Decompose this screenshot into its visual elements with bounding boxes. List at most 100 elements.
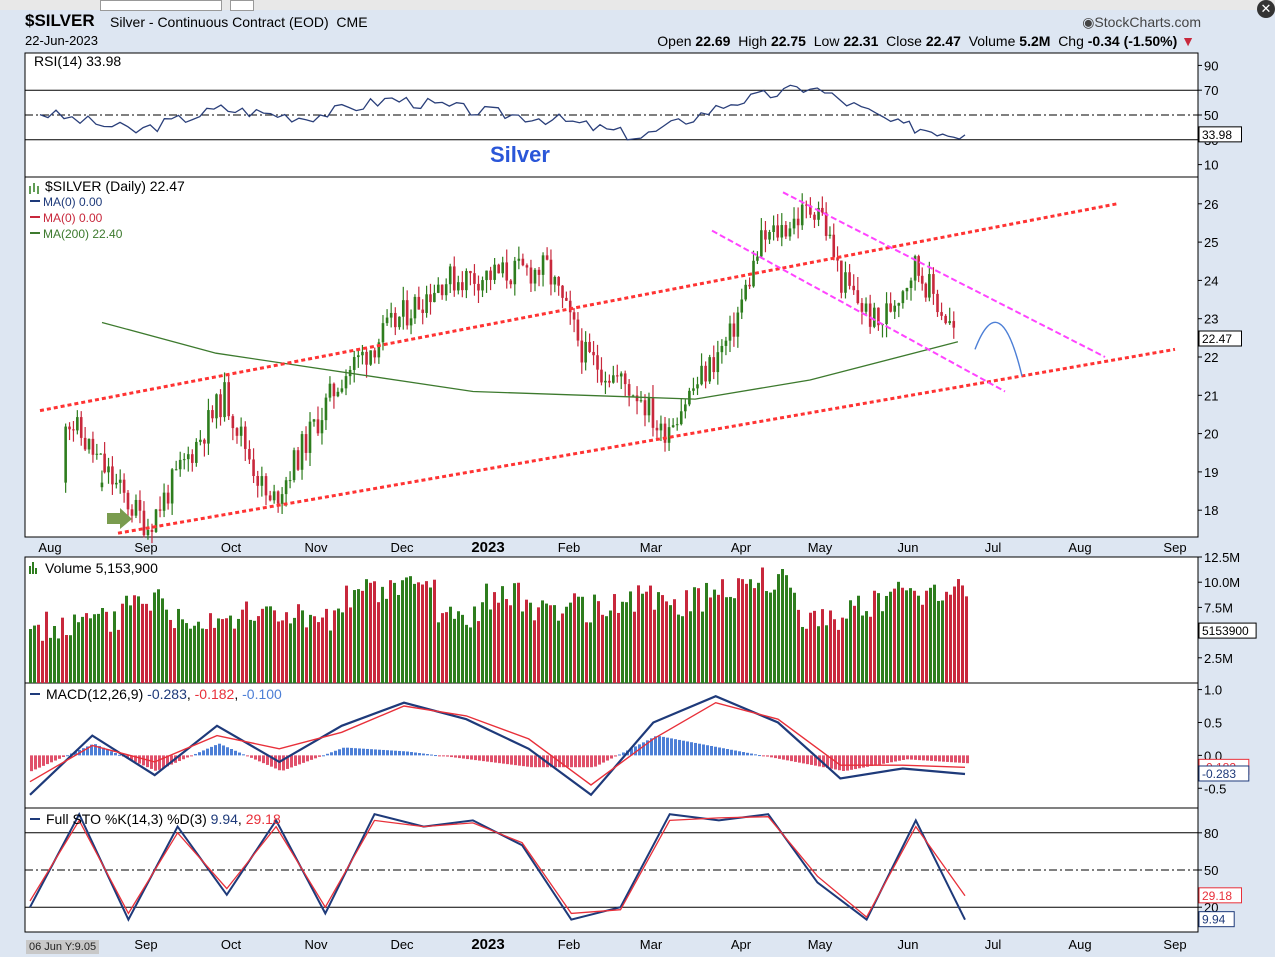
y-tick-label: 23 [1204,312,1218,327]
volume-bar [421,584,424,683]
macd-histogram-bar [894,755,897,762]
x-tick-label: Jun [898,937,919,952]
price-candle-body [146,529,150,536]
price-candle-body [864,303,868,312]
brand-label: ◉StockCharts.com [1082,14,1201,30]
macd-histogram-bar [630,748,633,756]
macd-histogram-bar [686,741,689,756]
x-tick-label: Sep [134,540,157,555]
macd-histogram-bar [870,755,873,767]
macd-legend-hist: -0.100 [242,686,282,702]
price-candle-body [134,499,138,516]
macd-histogram-bar [82,748,85,756]
price-candle-body [740,299,744,313]
macd-histogram-bar [738,751,741,756]
volume-bar [157,589,160,683]
y-tick-label: 7.5M [1204,600,1233,615]
x-tick-label: Oct [221,937,242,952]
close-icon[interactable]: ✕ [1257,0,1275,18]
price-candle-body [452,266,456,291]
price-candle-body [223,382,226,418]
macd-histogram-bar [430,754,433,756]
price-candle-body [557,276,560,286]
macd-histogram-bar [910,755,913,760]
volume-bar [813,610,816,683]
volume-bar [953,586,956,683]
price-candle-body [752,260,755,287]
macd-histogram-bar [422,753,425,756]
volume-bar [509,605,512,683]
volume-bar [37,624,40,683]
macd-histogram-bar [102,747,105,756]
macd-histogram-bar [962,755,965,763]
price-candle-body [95,453,99,455]
macd-histogram-bar [914,755,917,760]
x-tick-label: Dec [390,540,414,555]
volume-bar [593,594,596,683]
macd-histogram-bar [322,755,325,757]
volume-bar [237,618,240,683]
tab-stub[interactable] [230,0,254,11]
macd-histogram-bar [266,755,269,765]
tab-stub[interactable] [100,0,222,11]
price-candle-body [893,305,897,312]
volume-bar [369,582,372,683]
macd-histogram-bar [290,755,293,768]
macd-histogram-bar [438,755,441,757]
volume-bar [817,626,820,683]
y-tick-label: 0.5 [1204,715,1222,730]
volume-bar [865,611,868,683]
y-tick-label: 50 [1204,108,1218,123]
macd-histogram-bar [46,755,49,765]
volume-bar [273,610,276,683]
volume-bar [737,578,740,683]
price-candle-body [99,453,103,455]
macd-histogram-bar [698,743,701,756]
volume-bar [513,583,516,683]
price-candle-body [944,315,947,324]
macd-histogram-bar [938,755,941,762]
volume-bar [581,596,584,683]
x-tick-label: Aug [38,540,61,555]
last-value-box [1198,330,1242,347]
volume-bar [945,591,948,683]
volume-bar [229,615,232,683]
volume-bar [489,609,492,683]
macd-legend-macd: -0.283 [147,686,187,702]
price-candle-body [604,380,607,383]
macd-histogram-bar [478,755,481,761]
price-candle-body [817,207,820,220]
price-candle-body [561,285,564,298]
volume-bar [277,621,280,683]
price-candle-body [592,351,595,356]
last-value-box [1198,887,1242,904]
macd-histogram-bar [778,755,781,759]
x-tick-label: Jul [985,540,1002,555]
price-candle-body [792,218,796,229]
price-candle-body [576,319,580,341]
price-candle-body [932,274,935,294]
price-candle-body [150,529,154,532]
price-candle-body [635,395,639,402]
volume-bar [637,585,640,683]
volume-bar [709,597,712,683]
macd-histogram-bar [426,754,429,756]
volume-bar [269,606,272,683]
macd-histogram-bar [338,749,341,756]
y-tick-label: 25 [1204,235,1218,250]
y-tick-label: 2.5M [1204,651,1233,666]
macd-histogram-bar [822,755,825,768]
price-candle-body [433,292,436,303]
price-candle-body [764,230,767,240]
price-candle-body [545,255,549,260]
macd-histogram-bar [206,748,209,756]
price-candle-body [728,323,732,341]
volume-bar [949,594,952,683]
price-candle-body [521,258,525,266]
volume-bar [913,590,916,683]
volume-bar [661,595,664,683]
price-candle-body [284,480,288,495]
volume-bar [621,601,624,683]
last-value-box [1198,765,1250,782]
macd-histogram-bar [866,755,869,767]
